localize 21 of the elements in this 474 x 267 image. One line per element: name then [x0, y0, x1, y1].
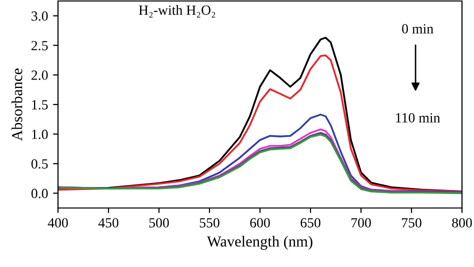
y-axis-title: Absorbance	[12, 68, 22, 141]
x-tick-label: 550	[200, 218, 220, 228]
x-tick-label: 450	[98, 218, 118, 228]
y-tick-label: 3.0	[32, 11, 48, 21]
y-tick-label: 1.5	[32, 100, 48, 110]
x-tick-label: 600	[250, 218, 270, 228]
x-tick-label: 400	[48, 218, 68, 228]
y-tick-label: 2.5	[32, 40, 48, 50]
annotation: 0 min	[402, 24, 434, 34]
x-tick-label: 650	[300, 218, 320, 228]
x-tick-label: 750	[402, 218, 422, 228]
y-tick-label: 0.0	[31, 188, 48, 198]
y-tick-label: 1.0	[32, 130, 48, 140]
x-tick-label: 800	[452, 218, 472, 228]
y-tick-label: 0.5	[31, 159, 48, 169]
x-tick-label: 700	[352, 218, 371, 228]
x-axis-title: Wavelength (nm)	[206, 236, 312, 250]
x-tick-label: 500	[149, 218, 169, 228]
y-tick-label: 2.0	[32, 70, 48, 80]
annotation: 110 min	[396, 113, 440, 122]
annotation: H₂-with H₂O₂	[138, 5, 216, 18]
